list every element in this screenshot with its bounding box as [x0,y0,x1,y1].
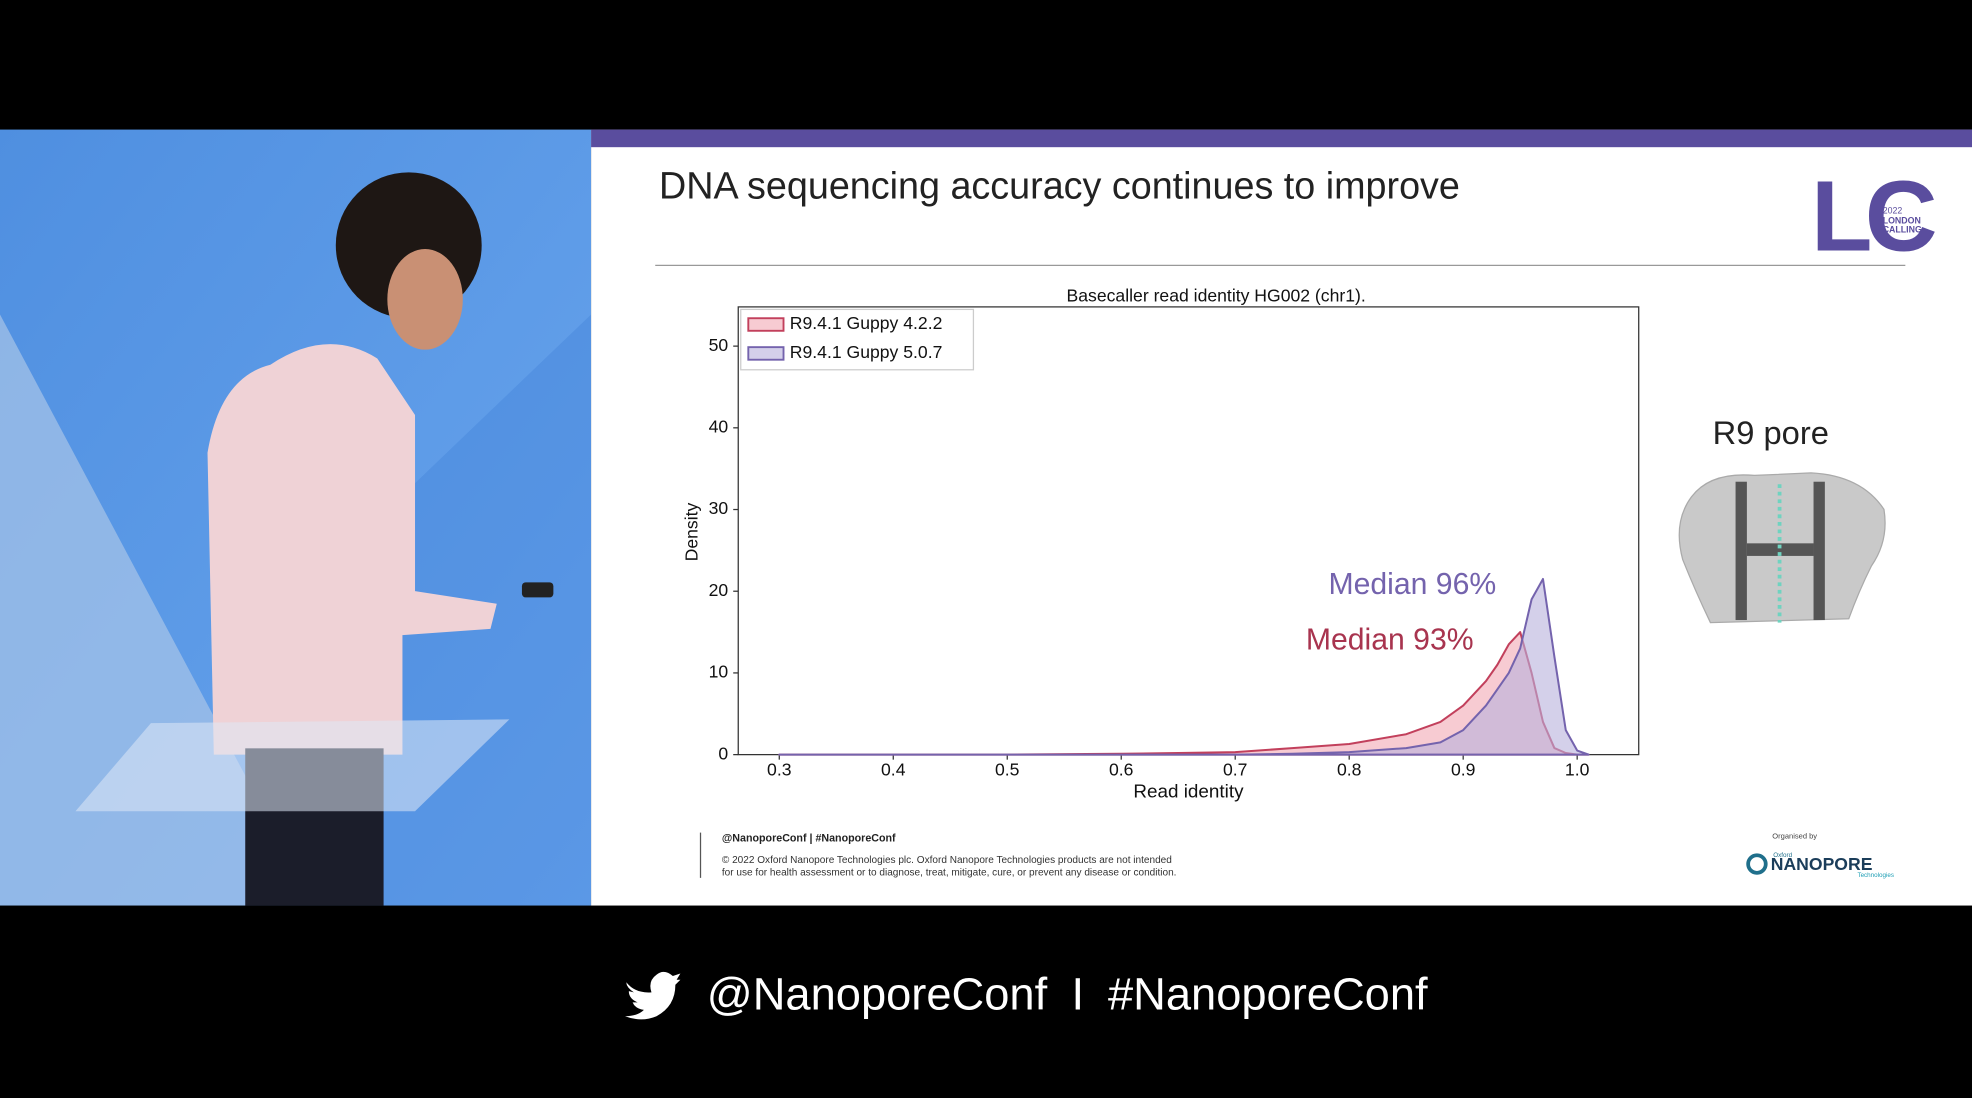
pore-constriction [1746,543,1814,556]
organiser-small: Oxford [1773,852,1792,859]
speaker-face [387,249,463,350]
y-tick-label: 10 [709,662,729,682]
banner-hashtag: #NanoporeConf [1108,968,1428,1019]
pore-wall [1735,481,1747,621]
speaker-photo [0,129,592,906]
pore-illustration [1678,472,1886,624]
banner-separator: I [1072,968,1085,1019]
y-tick-label: 0 [718,743,728,763]
slide-top-bar [591,129,1972,148]
pore-label: R9 pore [1713,414,1829,451]
x-tick-label: 0.9 [1451,760,1475,780]
organiser-label: Organised by [1772,831,1817,840]
nanopore-logo-ring [1746,853,1768,875]
legend-label: R9.4.1 Guppy 4.2.2 [790,313,943,333]
logo-mark: LC [1811,160,1935,272]
logo-text: LONDON [1883,216,1921,226]
x-tick-label: 0.5 [995,760,1020,780]
x-tick-label: 0.8 [1337,760,1362,780]
chart: Basecaller read identity HG002 (chr1). R… [682,285,1640,801]
density-area [778,577,1590,756]
legend-swatch [747,346,785,361]
pore-wall [1813,481,1825,621]
annotation: Median 96% [1328,568,1496,601]
organiser-name: NANOPORE [1771,854,1873,874]
x-tick-label: 1.0 [1565,760,1590,780]
logo-text: CALLING [1883,225,1922,235]
annotation: Median 93% [1306,623,1474,656]
footer-legal: for use for health assessment or to diag… [722,868,1177,879]
x-tick-label: 0.6 [1109,760,1134,780]
legend-label: R9.4.1 Guppy 5.0.7 [790,342,943,362]
legend: R9.4.1 Guppy 4.2.2 R9.4.1 Guppy 5.0.7 [740,308,975,371]
twitter-icon [625,971,681,1020]
footer-legal: © 2022 Oxford Nanopore Technologies plc.… [722,855,1172,866]
logo-year: 2022 [1883,206,1903,216]
banner-handle: @NanoporeConf [707,968,1048,1019]
x-axis-label: Read identity [1133,780,1244,801]
y-tick-label: 20 [709,580,729,600]
footer-handles: @NanoporeConf | #NanoporeConf [722,833,896,845]
slide-title: DNA sequencing accuracy continues to imp… [659,165,1460,207]
x-tick-label: 0.7 [1223,760,1247,780]
clicker [521,582,554,598]
x-tick-label: 0.3 [767,760,792,780]
podium [75,719,510,812]
speaker-shirt [207,344,497,755]
chart-title: Basecaller read identity HG002 (chr1). [1067,285,1366,305]
legend-swatch [747,317,785,332]
y-tick-label: 50 [709,335,729,355]
y-tick-label: 40 [709,416,729,436]
organiser-sub: Technologies [1857,872,1894,879]
y-axis-label: Density [682,502,702,561]
y-tick-label: 30 [709,498,729,518]
x-tick-label: 0.4 [881,760,906,780]
